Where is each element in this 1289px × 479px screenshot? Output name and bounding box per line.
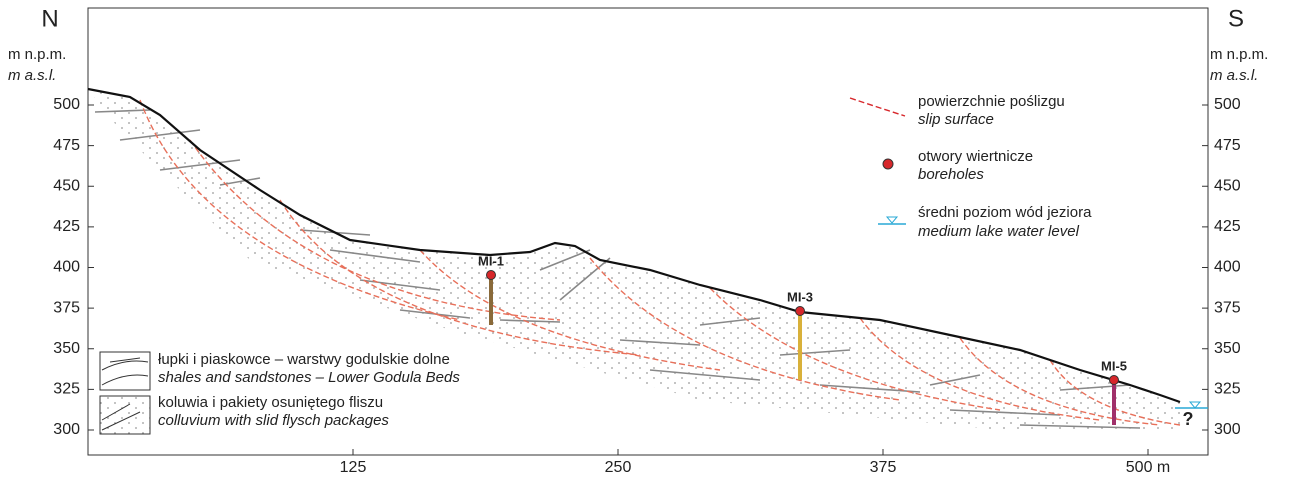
legend-right: powierzchnie poślizgu slip surface otwor… <box>850 93 1092 240</box>
legend-text: colluvium with slid flysch packages <box>158 412 389 429</box>
y-tick-label: 400 <box>53 259 80 276</box>
x-tick-label: 375 <box>870 459 897 476</box>
legend-left: łupki i piaskowce – warstwy godulskie do… <box>100 351 460 434</box>
borehole-label: MI-1 <box>478 253 504 268</box>
y-tick-label: 375 <box>1214 299 1241 316</box>
legend-text: boreholes <box>918 166 984 183</box>
y-tick-label: 450 <box>53 177 80 194</box>
legend-box <box>100 352 150 390</box>
x-tick-label: 250 <box>605 459 632 476</box>
x-tick-label: 500 m <box>1126 459 1170 476</box>
lake-symbol <box>1190 402 1200 408</box>
borehole-label: MI-3 <box>787 289 813 304</box>
unit: m a.s.l. <box>8 67 56 84</box>
legend-lake-symbol <box>887 217 897 223</box>
y-tick-label: 425 <box>53 218 80 235</box>
y-tick-label: 450 <box>1214 177 1241 194</box>
borehole-column <box>798 311 802 380</box>
legend-text: slip surface <box>918 111 994 128</box>
y-tick-label: 325 <box>53 381 80 398</box>
y-tick-label: 500 <box>1214 96 1241 113</box>
legend-box <box>100 396 150 434</box>
y-tick-label: 350 <box>1214 340 1241 357</box>
cross-section: MI-1 MI-3 MI-5 ? N m n.p.m. m a.s.l. S m… <box>0 0 1289 479</box>
direction: S <box>1228 5 1244 32</box>
legend-text: otwory wiertnicze <box>918 148 1033 165</box>
legend-text: łupki i piaskowce – warstwy godulskie do… <box>158 351 450 368</box>
y-tick-label: 300 <box>53 421 80 438</box>
borehole-dot <box>1110 376 1119 385</box>
legend-slip <box>850 98 905 116</box>
y-tick-label: 300 <box>1214 421 1241 438</box>
borehole-dot <box>796 307 805 316</box>
unit: m n.p.m. <box>1210 46 1268 63</box>
legend-text: medium lake water level <box>918 223 1080 240</box>
x-tick-label: 125 <box>340 459 367 476</box>
unknown-marker: ? <box>1183 409 1194 429</box>
legend-text: średni poziom wód jeziora <box>918 204 1092 221</box>
y-tick-label: 325 <box>1214 381 1241 398</box>
y-tick-label: 400 <box>1214 259 1241 276</box>
y-tick-label: 500 <box>53 96 80 113</box>
legend-text: shales and sandstones – Lower Godula Bed… <box>158 369 460 386</box>
y-tick-label: 475 <box>53 137 80 154</box>
borehole-column <box>1112 380 1116 425</box>
unit: m a.s.l. <box>1210 67 1258 84</box>
legend-text: koluwia i pakiety osuniętego fliszu <box>158 394 383 411</box>
unit: m n.p.m. <box>8 46 66 63</box>
y-tick-label: 350 <box>53 340 80 357</box>
y-tick-label: 425 <box>1214 218 1241 235</box>
borehole-column <box>489 275 493 325</box>
legend-text: powierzchnie poślizgu <box>918 93 1065 110</box>
y-tick-label: 375 <box>53 299 80 316</box>
direction: N <box>41 5 58 32</box>
borehole-label: MI-5 <box>1101 358 1127 373</box>
y-tick-label: 475 <box>1214 137 1241 154</box>
legend-borehole <box>883 159 893 169</box>
borehole-dot <box>487 271 496 280</box>
